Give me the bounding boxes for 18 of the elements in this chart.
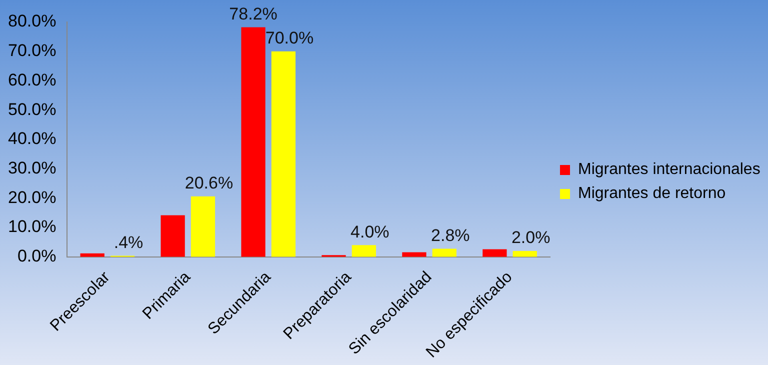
y-tick-label: 50.0%	[8, 100, 56, 119]
legend-label: Migrantes de retorno	[578, 185, 726, 203]
y-tick-label: 40.0%	[8, 129, 56, 148]
y-tick-label: 10.0%	[8, 217, 56, 236]
data-label: 2.8%	[431, 226, 470, 245]
data-label: 2.0%	[511, 228, 550, 248]
data-label: 70.0%	[265, 28, 314, 48]
y-tick-label: 70.0%	[8, 41, 56, 60]
y-tick-label: 60.0%	[8, 70, 56, 90]
y-tick-label: 80.0%	[8, 12, 56, 31]
data-label: .4%	[114, 232, 144, 252]
legend-label: Migrantes internacionales	[578, 161, 760, 179]
data-label: 20.6%	[184, 174, 234, 193]
y-tick-label: 20.0%	[8, 188, 56, 207]
y-tick-label: 0.0%	[17, 246, 56, 266]
data-label: 78.2%	[229, 4, 278, 24]
data-label: 4.0%	[350, 222, 390, 242]
y-tick-label: 30.0%	[8, 158, 56, 178]
